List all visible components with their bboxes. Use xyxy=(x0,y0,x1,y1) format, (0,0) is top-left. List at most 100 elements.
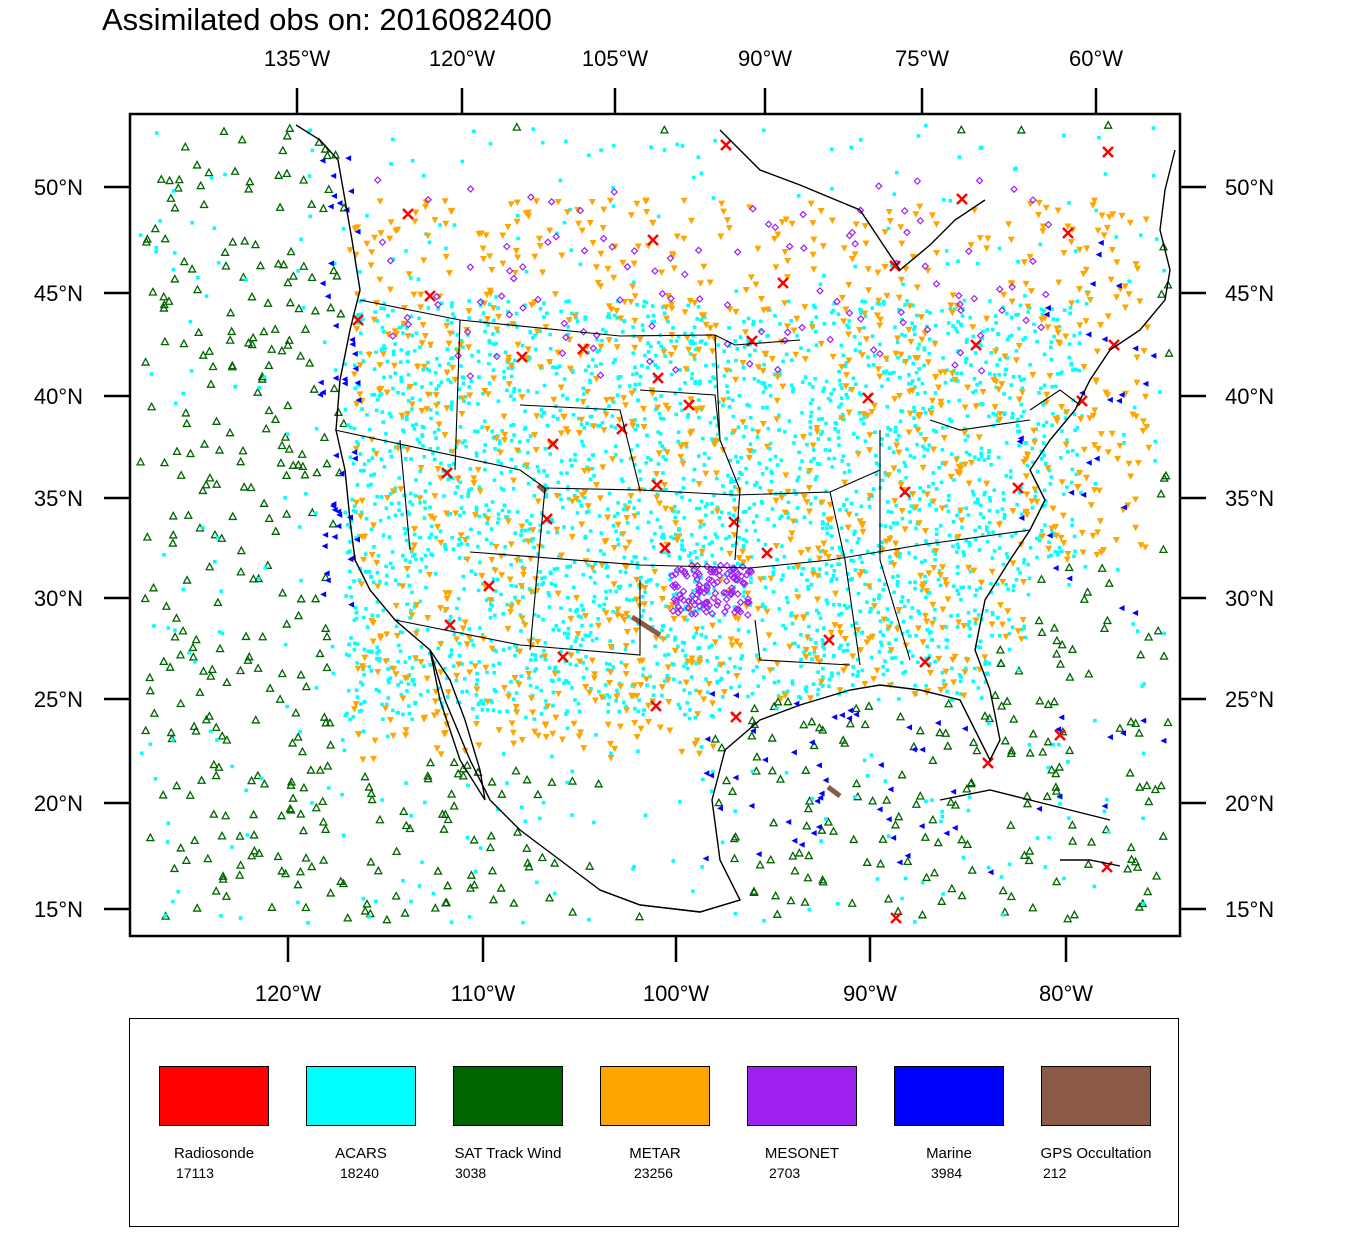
obs-marker xyxy=(471,663,479,670)
obs-marker xyxy=(443,369,451,377)
obs-marker xyxy=(575,220,583,228)
obs-marker xyxy=(662,535,666,540)
obs-marker xyxy=(915,442,919,447)
obs-marker xyxy=(587,917,591,922)
obs-marker xyxy=(962,553,966,558)
obs-marker xyxy=(492,435,500,442)
obs-marker xyxy=(575,398,580,402)
obs-marker xyxy=(488,645,496,653)
obs-marker xyxy=(380,325,385,330)
obs-marker xyxy=(263,560,273,569)
obs-marker xyxy=(642,487,647,492)
obs-marker xyxy=(1131,718,1141,727)
obs-marker xyxy=(772,909,782,918)
obs-marker xyxy=(809,220,817,227)
obs-marker xyxy=(752,376,757,381)
obs-marker xyxy=(790,865,800,875)
obs-marker xyxy=(784,488,792,496)
obs-marker xyxy=(779,577,784,582)
obs-marker xyxy=(989,462,993,467)
obs-marker xyxy=(704,736,711,743)
obs-marker xyxy=(886,426,890,430)
obs-marker xyxy=(867,504,872,509)
obs-marker xyxy=(995,363,1000,367)
obs-marker xyxy=(364,607,368,611)
obs-marker xyxy=(934,527,939,532)
obs-marker xyxy=(965,337,969,342)
obs-marker xyxy=(279,259,289,269)
obs-marker xyxy=(893,425,898,430)
obs-marker xyxy=(372,392,377,397)
obs-marker xyxy=(967,452,972,457)
obs-marker xyxy=(1004,367,1008,372)
obs-marker xyxy=(366,788,376,798)
obs-marker xyxy=(352,647,357,652)
obs-marker xyxy=(683,712,687,717)
obs-marker xyxy=(367,664,372,669)
obs-marker xyxy=(401,444,406,449)
obs-marker xyxy=(535,235,543,243)
obs-marker xyxy=(388,332,397,340)
obs-marker xyxy=(499,232,507,240)
obs-marker xyxy=(930,565,938,572)
obs-marker xyxy=(738,563,743,567)
obs-marker xyxy=(348,717,352,722)
obs-marker xyxy=(710,580,718,588)
obs-marker xyxy=(368,427,372,432)
obs-marker xyxy=(168,538,178,547)
obs-marker xyxy=(523,462,531,469)
obs-marker xyxy=(557,384,565,391)
obs-marker xyxy=(1093,348,1101,355)
obs-marker xyxy=(1132,413,1140,420)
obs-marker xyxy=(919,581,927,588)
obs-marker xyxy=(696,646,700,651)
obs-marker xyxy=(1080,414,1084,418)
obs-marker xyxy=(285,123,295,132)
obs-marker xyxy=(421,368,425,372)
obs-marker xyxy=(539,269,547,276)
obs-marker xyxy=(574,663,579,667)
obs-marker xyxy=(386,256,395,265)
obs-marker xyxy=(407,655,412,660)
obs-marker xyxy=(1089,532,1097,540)
obs-marker xyxy=(341,833,346,838)
obs-marker xyxy=(910,303,915,308)
map-frame xyxy=(128,112,1182,938)
obs-marker xyxy=(847,469,852,473)
obs-marker xyxy=(449,380,453,384)
obs-marker xyxy=(404,781,408,785)
obs-marker xyxy=(842,306,850,313)
obs-marker xyxy=(409,899,413,904)
obs-marker xyxy=(420,385,424,389)
obs-marker xyxy=(768,441,773,446)
obs-marker xyxy=(998,381,1006,388)
obs-marker xyxy=(816,437,821,441)
obs-marker xyxy=(1137,542,1145,549)
obs-marker xyxy=(726,396,731,400)
obs-marker xyxy=(533,328,541,336)
obs-marker xyxy=(558,178,563,183)
obs-marker xyxy=(695,506,699,511)
obs-marker xyxy=(181,391,185,396)
obs-marker xyxy=(457,653,462,658)
obs-marker xyxy=(807,907,812,912)
obs-marker xyxy=(360,906,370,915)
obs-marker xyxy=(497,789,507,798)
obs-marker xyxy=(611,745,619,753)
obs-marker xyxy=(522,463,526,468)
obs-marker xyxy=(350,371,358,378)
obs-marker xyxy=(767,765,778,775)
obs-marker xyxy=(533,413,541,420)
obs-marker xyxy=(680,270,689,279)
obs-marker xyxy=(973,608,977,613)
obs-marker xyxy=(174,174,184,184)
obs-marker xyxy=(505,693,513,701)
obs-marker xyxy=(381,533,386,538)
obs-marker xyxy=(1057,639,1067,649)
obs-marker xyxy=(715,423,720,428)
obs-marker xyxy=(883,470,887,475)
obs-marker xyxy=(813,496,818,500)
obs-marker xyxy=(492,318,496,323)
obs-marker xyxy=(538,307,543,311)
obs-marker xyxy=(397,486,405,493)
